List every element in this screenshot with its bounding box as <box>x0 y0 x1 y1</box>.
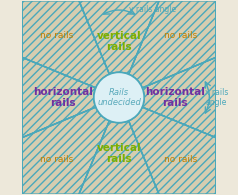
Polygon shape <box>22 57 96 138</box>
Text: vertical
rails: vertical rails <box>97 143 141 164</box>
Polygon shape <box>79 121 159 194</box>
Polygon shape <box>22 1 109 88</box>
Text: y rails angle: y rails angle <box>129 5 176 14</box>
Text: vertical
rails: vertical rails <box>97 31 141 52</box>
Text: horizontal
rails: horizontal rails <box>145 87 205 108</box>
Polygon shape <box>142 57 216 138</box>
Text: no rails: no rails <box>164 155 198 164</box>
Text: no rails: no rails <box>40 155 74 164</box>
Circle shape <box>94 72 144 123</box>
Text: horizontal
rails: horizontal rails <box>33 87 93 108</box>
Text: x rails
angle: x rails angle <box>205 88 228 107</box>
Polygon shape <box>129 1 216 88</box>
Polygon shape <box>22 107 109 194</box>
Text: no rails: no rails <box>40 31 74 40</box>
Text: Rails
undecided: Rails undecided <box>97 88 141 107</box>
Polygon shape <box>129 107 216 194</box>
Polygon shape <box>79 1 159 74</box>
Text: no rails: no rails <box>164 31 198 40</box>
